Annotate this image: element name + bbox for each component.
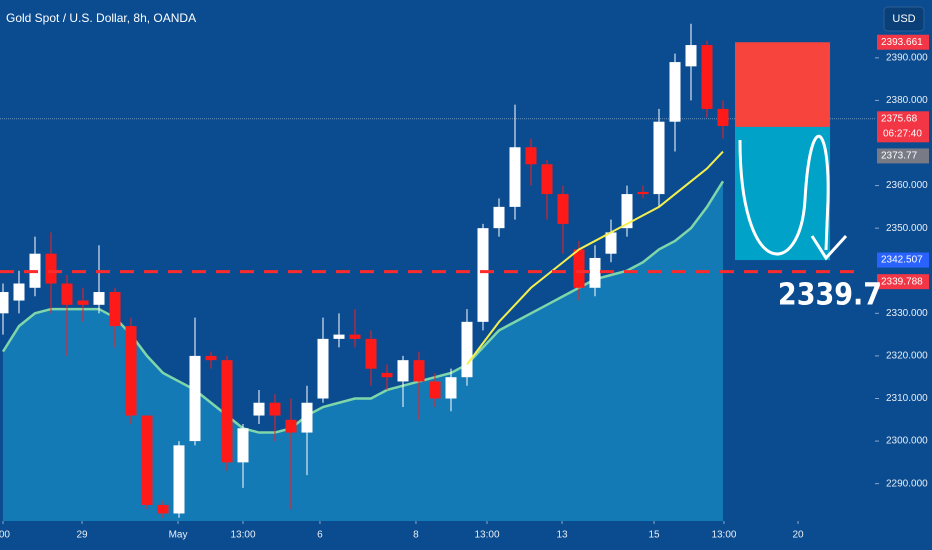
x-tick-label: 13:00 [711,530,736,541]
candle-body [381,372,393,378]
y-tick-label: 2360.000 [886,180,928,191]
candle-body [109,292,121,327]
candle-body [509,147,521,207]
ma-line [466,150,724,366]
annotation: 2339.7 [778,278,882,313]
candle-body [157,504,169,514]
x-tick-label: 6 [317,530,323,541]
candle-body [413,360,425,382]
candle-body [477,228,489,322]
price-tag [877,34,929,50]
candle-body [445,377,457,399]
candle-body [557,194,569,224]
price-tag [877,111,929,143]
candle-body [301,402,313,433]
candle-body [605,232,617,254]
x-tick-label: 20 [792,530,804,541]
last-price-label: 2375.68 [881,113,918,124]
x-tick-label: :00 [0,530,10,541]
candle-body [173,445,185,514]
candle-body [253,402,265,416]
x-tick-label: 13:00 [230,530,255,541]
stop-zone [735,42,831,127]
currency-label[interactable]: USD [892,13,915,25]
price-tag [877,148,929,164]
candle-body [525,147,537,165]
candle-body [621,194,633,229]
candle-body [685,45,697,67]
price-tag-label: 2339.788 [881,276,923,287]
chart-title: Gold Spot / U.S. Dollar, 8h, OANDA [6,11,196,25]
candle-body [125,326,137,416]
x-tick-label: 13 [556,530,568,541]
candle-body [573,249,585,288]
candle-body [349,334,361,339]
x-tick-label: 29 [76,530,88,541]
candle-body [221,360,233,463]
currency-button[interactable] [883,6,925,32]
candle-body [701,45,713,109]
candle-body [333,334,345,339]
candle-body [0,292,9,314]
candle-body [141,415,153,505]
y-tick-label: 2350.000 [886,223,928,234]
candle-body [189,355,201,442]
candle-body [397,360,409,382]
candle-body [237,428,249,463]
x-tick-label: 8 [413,530,419,541]
candle-body [269,402,281,416]
price-tag-label: 2342.507 [881,255,923,266]
countdown-label: 06:27:40 [883,128,922,139]
price-tag [877,274,929,290]
price-tag-label: 2393.661 [881,37,923,48]
candle-body [669,62,681,122]
candle-body [637,191,649,195]
candle-body [541,164,553,195]
y-tick-label: 2300.000 [886,436,928,447]
x-tick-label: May [169,530,188,541]
candle-body [461,321,473,378]
arrow-head [810,234,848,261]
x-tick-label: 13:00 [474,530,499,541]
price-tag-label: 2373.77 [881,151,918,162]
candle-body [717,108,729,126]
candle-body [429,381,441,399]
candle-body [493,206,505,229]
candle-body [317,338,329,399]
candle-body [653,121,665,195]
candle-body [45,253,57,284]
candle-body [93,292,105,305]
area-line [1,180,725,434]
price-tag [877,252,929,268]
candle-body [61,283,73,305]
x-tick-label: 15 [648,530,660,541]
candle-body [205,355,217,361]
y-tick-label: 2310.000 [886,393,928,404]
candle-body [13,283,25,301]
y-tick-label: 2320.000 [886,351,928,362]
y-tick-label: 2330.000 [886,308,928,319]
candle-body [365,338,377,369]
arrow-curve [738,134,830,256]
candle-body [589,257,601,288]
plot: 2290.000 2300.000 2310.000 2320.000 2330.000… [0,23,929,541]
area-fill [3,181,723,521]
candle-body [77,300,89,305]
y-tick-label: 2290.000 [886,478,928,489]
candle-body [285,419,297,433]
y-tick-label: 2390.000 [886,52,928,63]
y-tick-label: 2380.000 [886,95,928,106]
